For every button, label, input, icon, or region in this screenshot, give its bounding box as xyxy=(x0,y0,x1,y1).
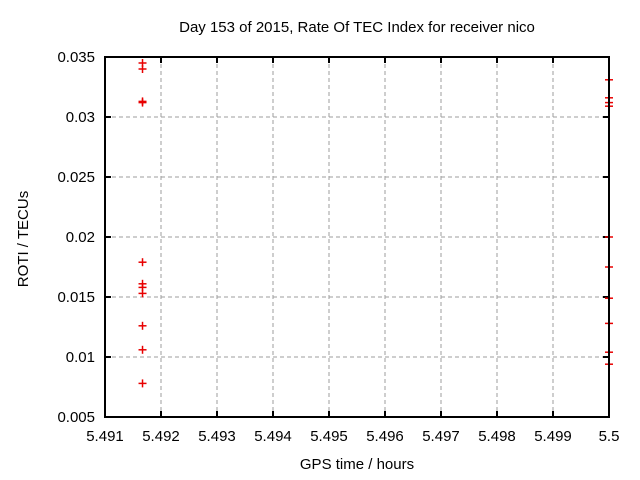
x-tick-labels: 5.491 5.492 5.493 5.494 5.495 5.496 5.497 5.498… xyxy=(86,428,619,445)
data-point-marker xyxy=(138,258,147,267)
data-point-marker xyxy=(138,345,147,354)
x-tick-label: 5.497 xyxy=(422,428,460,445)
y-tick-label: 0.03 xyxy=(66,109,95,126)
y-tick-label: 0.035 xyxy=(57,49,95,66)
y-tick-label: 0.005 xyxy=(57,409,95,426)
x-axis-label: GPS time / hours xyxy=(299,456,415,473)
y-tick-label: 0.02 xyxy=(66,229,95,246)
x-tick-label: 5.5 xyxy=(599,428,620,445)
x-tick-label: 5.498 xyxy=(478,428,516,445)
x-tick-label: 5.492 xyxy=(142,428,180,445)
x-tick-label: 5.494 xyxy=(254,428,292,445)
x-tick-label: 5.499 xyxy=(534,428,572,445)
x-tick-label: 5.491 xyxy=(86,428,124,445)
grid-lines xyxy=(105,57,609,417)
data-point-marker xyxy=(138,321,147,330)
y-tick-label: 0.015 xyxy=(57,289,95,306)
data-point-marker xyxy=(138,289,147,298)
y-tick-label: 0.025 xyxy=(57,169,95,186)
x-tick-label: 5.493 xyxy=(198,428,236,445)
data-points xyxy=(138,59,613,388)
x-tick-label: 5.495 xyxy=(310,428,348,445)
data-point-marker xyxy=(138,379,147,388)
chart-title: Day 153 of 2015, Rate Of TEC Index for r… xyxy=(179,19,535,36)
y-tick-label: 0.01 xyxy=(66,349,95,366)
plot-border xyxy=(104,56,610,418)
data-point-marker xyxy=(138,65,147,73)
y-tick-labels: 0.005 0.01 0.015 0.02 0.025 0.03 0.035 xyxy=(57,49,95,426)
x-tick-label: 5.496 xyxy=(366,428,404,445)
data-point-marker xyxy=(138,98,147,107)
